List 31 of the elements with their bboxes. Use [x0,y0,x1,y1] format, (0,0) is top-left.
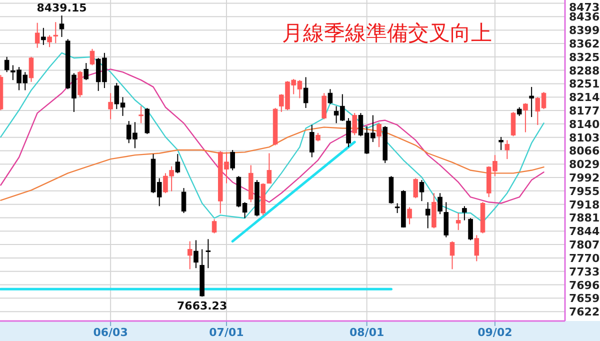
y-tick-label: 7659 [569,292,600,306]
y-tick-label: 8029 [569,158,600,172]
x-tick-label: 07/01 [209,326,244,339]
y-tick-label: 8399 [569,24,600,38]
y-tick-label: 8436 [569,10,600,24]
y-tick-label: 7955 [569,184,600,198]
y-tick-label: 8066 [569,144,600,158]
x-tick-label: 08/01 [350,326,384,339]
text: 月線季線準備交叉向上 [282,21,492,45]
x-tick-label: 06/03 [93,326,128,339]
y-tick-label: 7881 [569,212,600,225]
y-tick-label: 8288 [569,64,600,78]
y-tick-label: 8362 [569,37,600,50]
y-tick-label: 7770 [569,252,600,265]
y-tick-label: 7622 [569,306,600,319]
y-tick-label: 8103 [569,131,600,144]
y-tick-label: 8325 [569,50,600,64]
y-tick-label: 7844 [569,225,600,238]
line-series [0,52,544,223]
y-tick-label: 7733 [569,265,600,278]
y-tick-label: 8251 [569,78,600,91]
y-tick-label: 7992 [569,172,600,185]
y-tick-label: 7696 [569,278,600,292]
y-tick-label: 7918 [569,198,600,212]
x-tick-label: 09/02 [478,326,512,339]
y-tick-label: 8214 [569,91,600,104]
y-tick-label: 8140 [569,118,600,131]
y-tick-label: 8177 [569,104,600,118]
y-tick-label: 7807 [569,238,600,252]
annotation: 7663.23 [177,300,228,313]
annotation: 8439.15 [36,2,87,15]
